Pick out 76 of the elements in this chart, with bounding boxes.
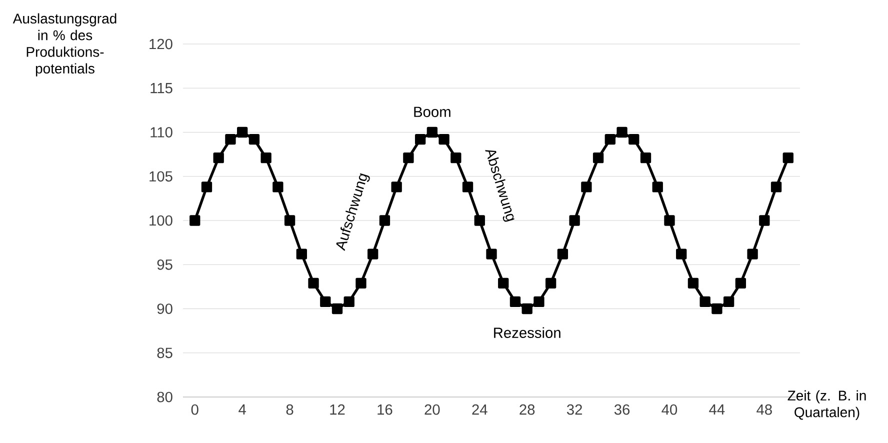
point xyxy=(284,215,296,226)
y-tick-label: 105 xyxy=(150,171,172,182)
x-tick-label: 48 xyxy=(756,404,772,415)
x-tick-label: 20 xyxy=(424,404,440,415)
point xyxy=(438,134,450,145)
y-tick-label: 85 xyxy=(157,348,172,358)
annotation: Boom xyxy=(414,106,450,118)
point xyxy=(557,248,568,260)
point xyxy=(486,248,497,260)
point xyxy=(700,296,710,308)
point xyxy=(474,215,485,226)
point xyxy=(664,215,675,226)
point xyxy=(735,278,746,288)
point xyxy=(510,296,521,308)
point xyxy=(320,296,331,308)
point xyxy=(604,134,616,145)
x-tick-label: 12 xyxy=(330,404,345,415)
point xyxy=(190,215,200,226)
point xyxy=(426,126,438,138)
y-tick-label: 115 xyxy=(150,83,172,94)
point xyxy=(770,182,782,192)
x-tick-label: 36 xyxy=(614,404,630,415)
y-tick-label: 110 xyxy=(150,127,172,138)
point xyxy=(272,182,284,192)
x-tick-label: 28 xyxy=(520,404,535,415)
x-tick-label: 32 xyxy=(566,404,582,415)
annotation: Rezession xyxy=(494,327,560,338)
point xyxy=(592,152,604,164)
point xyxy=(688,278,699,288)
x-tick-label: 40 xyxy=(662,404,678,415)
x-tick-label: 24 xyxy=(472,404,488,415)
point xyxy=(201,182,212,192)
point xyxy=(522,303,532,314)
point xyxy=(628,134,640,145)
point xyxy=(379,215,390,226)
y-tick-label: 100 xyxy=(150,215,172,226)
x-tick-label: 4 xyxy=(238,404,246,414)
point xyxy=(403,152,414,164)
point xyxy=(248,134,260,145)
point xyxy=(296,248,307,260)
point xyxy=(225,134,236,145)
point xyxy=(569,215,580,226)
point xyxy=(534,296,544,308)
x-tick-label: 8 xyxy=(286,404,294,415)
point xyxy=(723,296,734,308)
point xyxy=(782,152,794,164)
point xyxy=(581,182,592,192)
x-tick-label: 16 xyxy=(378,404,392,415)
point xyxy=(414,134,426,145)
point xyxy=(652,182,663,192)
x-tick-label: 44 xyxy=(709,404,725,414)
point xyxy=(640,152,652,164)
point xyxy=(747,248,758,260)
point xyxy=(616,126,628,138)
point xyxy=(545,278,556,288)
point xyxy=(213,152,224,164)
y-tick-label: 95 xyxy=(157,259,172,270)
y-tick-label: 90 xyxy=(157,304,172,314)
point xyxy=(260,152,272,164)
x-tick-label: 0 xyxy=(191,404,198,415)
y-tick-label: 120 xyxy=(150,38,172,50)
point xyxy=(462,182,474,192)
point xyxy=(332,303,343,314)
y-tick-label: 80 xyxy=(157,392,172,402)
point xyxy=(498,278,509,288)
point xyxy=(308,278,319,288)
point xyxy=(344,296,354,308)
point xyxy=(236,126,248,138)
point xyxy=(676,248,687,260)
y-axis-title: Auslastungsgrad in % des Produktions- potentials xyxy=(12,13,116,76)
point xyxy=(356,278,366,288)
point xyxy=(391,182,402,192)
point xyxy=(712,303,722,314)
point xyxy=(450,152,462,164)
x-axis-title: Zeit (z. B. in Quartalen) xyxy=(788,390,866,420)
point xyxy=(759,215,770,226)
